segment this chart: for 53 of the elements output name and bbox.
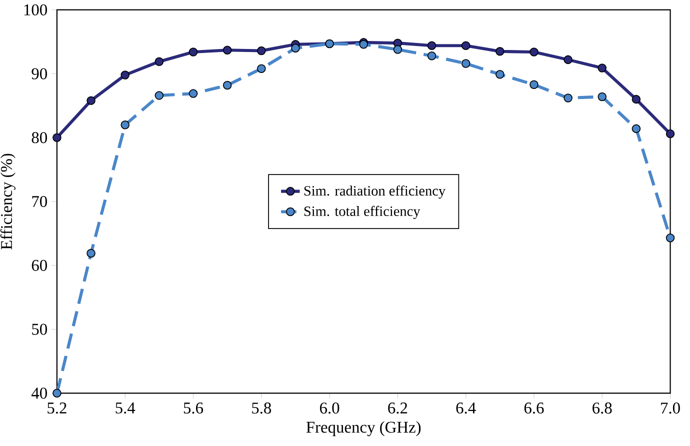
point — [154, 57, 164, 66]
y-tick-label: 90 — [32, 68, 47, 80]
y-axis-title: Efficiency (%) — [0, 154, 16, 250]
legend-label: Sim. radiation efficiency — [304, 186, 446, 199]
point — [393, 45, 402, 54]
point — [52, 133, 62, 142]
point — [632, 95, 641, 104]
point — [120, 120, 130, 130]
point — [496, 70, 504, 79]
y-tick-label: 50 — [32, 324, 47, 335]
point — [291, 44, 300, 53]
x-tick-label: 5.8 — [252, 402, 272, 414]
point — [598, 64, 607, 72]
y-tick-label: 80 — [32, 132, 47, 144]
x-tick-label: 6.0 — [320, 402, 340, 414]
x-tick-label: 6.6 — [524, 402, 544, 414]
point — [120, 70, 130, 80]
point — [222, 46, 232, 55]
x-axis-title: Frequency (GHz) — [306, 421, 421, 436]
point — [564, 94, 572, 103]
point — [86, 249, 96, 258]
point — [666, 234, 675, 242]
point — [188, 48, 198, 57]
point — [86, 96, 96, 106]
point — [461, 41, 470, 50]
point — [530, 48, 538, 57]
y-tick-label: 40 — [32, 388, 47, 399]
point — [52, 388, 62, 398]
point — [632, 124, 641, 134]
x-tick-label: 5.6 — [184, 402, 204, 414]
legend-label: Sim. total efficiency — [304, 206, 420, 220]
point — [666, 130, 675, 138]
point — [154, 91, 164, 100]
point — [530, 80, 538, 90]
x-tick-label: 6.2 — [388, 402, 408, 414]
x-tick-label: 7.0 — [661, 402, 680, 414]
point — [496, 47, 504, 56]
point — [427, 52, 436, 60]
x-tick-label: 6.4 — [456, 402, 476, 414]
point — [564, 55, 572, 64]
y-tick-label: 100 — [24, 4, 47, 16]
point — [257, 64, 266, 74]
point — [222, 80, 232, 90]
point — [257, 46, 266, 56]
point — [427, 41, 436, 50]
x-tick-label: 5.4 — [116, 402, 136, 414]
x-tick-label: 5.2 — [48, 402, 66, 414]
point — [598, 92, 607, 102]
y-tick-label: 70 — [32, 196, 47, 208]
point — [188, 89, 198, 98]
point — [461, 59, 470, 68]
y-tick-label: 60 — [32, 260, 47, 272]
x-tick-label: 6.8 — [592, 402, 612, 414]
